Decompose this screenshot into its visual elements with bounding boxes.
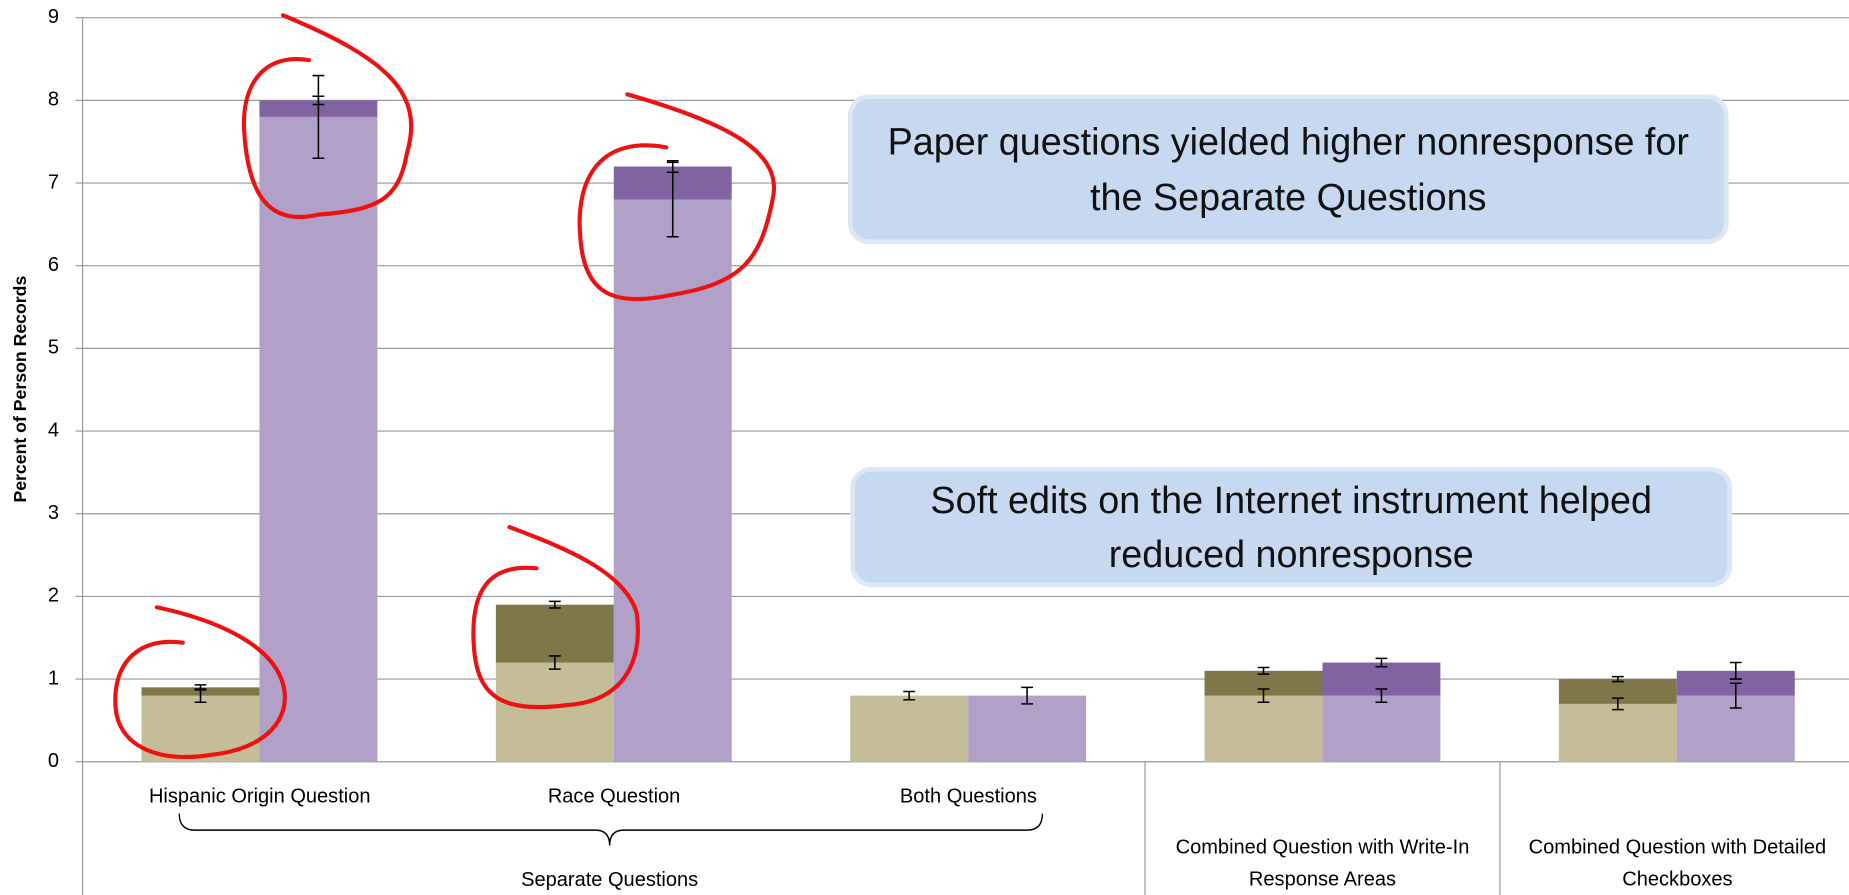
y-tick-label: 1 bbox=[48, 667, 59, 689]
bar-segment bbox=[495, 662, 614, 762]
bar-segment bbox=[850, 695, 969, 762]
error-bar bbox=[1375, 657, 1388, 668]
bar-segment bbox=[259, 116, 378, 762]
group-label-box: Combined Question with Write-In Response… bbox=[1175, 836, 1470, 890]
y-tick-label: 0 bbox=[48, 750, 59, 772]
error-bar bbox=[1257, 666, 1270, 675]
callout: Paper questions yielded higher nonrespon… bbox=[847, 94, 1729, 245]
error-bar bbox=[548, 600, 561, 609]
hand-circle bbox=[113, 605, 287, 759]
error-bar bbox=[194, 684, 207, 691]
error-bar bbox=[1257, 688, 1270, 703]
error-bar bbox=[1611, 675, 1624, 683]
error-bar bbox=[1611, 697, 1624, 711]
x-tick-label: Race Question bbox=[548, 785, 681, 807]
y-tick-label: 8 bbox=[48, 89, 59, 111]
hand-annotations bbox=[113, 13, 776, 759]
bar-segment bbox=[141, 695, 260, 762]
hand-circle bbox=[577, 92, 776, 302]
y-tick-label: 7 bbox=[48, 171, 59, 193]
y-tick-label: 9 bbox=[48, 6, 59, 28]
x-tick-label: Hispanic Origin Question bbox=[149, 785, 371, 807]
group-label: Separate Questions bbox=[521, 869, 698, 891]
callout-box: Soft edits on the Internet instrument he… bbox=[850, 466, 1733, 588]
y-tick-label: 3 bbox=[48, 502, 59, 524]
error-bar bbox=[666, 159, 679, 174]
group-label: Combined Question with Write-In Response… bbox=[1175, 836, 1470, 890]
group-brace bbox=[178, 813, 1044, 846]
error-bar bbox=[1729, 661, 1742, 680]
callout-box: Paper questions yielded higher nonrespon… bbox=[847, 94, 1729, 245]
bar-segment bbox=[1558, 703, 1677, 762]
bar-segment bbox=[1322, 695, 1441, 762]
group-label-box: Combined Question with Detailed Checkbox… bbox=[1528, 836, 1827, 890]
error-bar bbox=[903, 690, 916, 701]
error-bar bbox=[1375, 688, 1388, 703]
bar-segment bbox=[1204, 695, 1323, 762]
bar-segment bbox=[495, 604, 614, 663]
hand-circle bbox=[241, 13, 414, 220]
group-label: Combined Question with Detailed Checkbox… bbox=[1528, 836, 1827, 890]
error-bar bbox=[1729, 682, 1742, 709]
bars bbox=[141, 74, 1795, 762]
hand-circle bbox=[471, 525, 640, 710]
callout: Soft edits on the Internet instrument he… bbox=[850, 466, 1733, 588]
y-tick-label: 5 bbox=[48, 337, 59, 359]
error-bar bbox=[548, 655, 561, 670]
y-tick-label: 4 bbox=[48, 419, 59, 441]
bar-segment bbox=[968, 695, 1087, 762]
error-bar bbox=[312, 74, 325, 159]
y-tick-label: 6 bbox=[48, 254, 59, 276]
y-axis-title: Percent of Person Records bbox=[10, 276, 30, 503]
error-bar bbox=[1021, 686, 1033, 705]
x-tick-label: Both Questions bbox=[900, 785, 1037, 807]
y-tick-label: 2 bbox=[48, 585, 59, 607]
error-bar bbox=[312, 95, 325, 106]
